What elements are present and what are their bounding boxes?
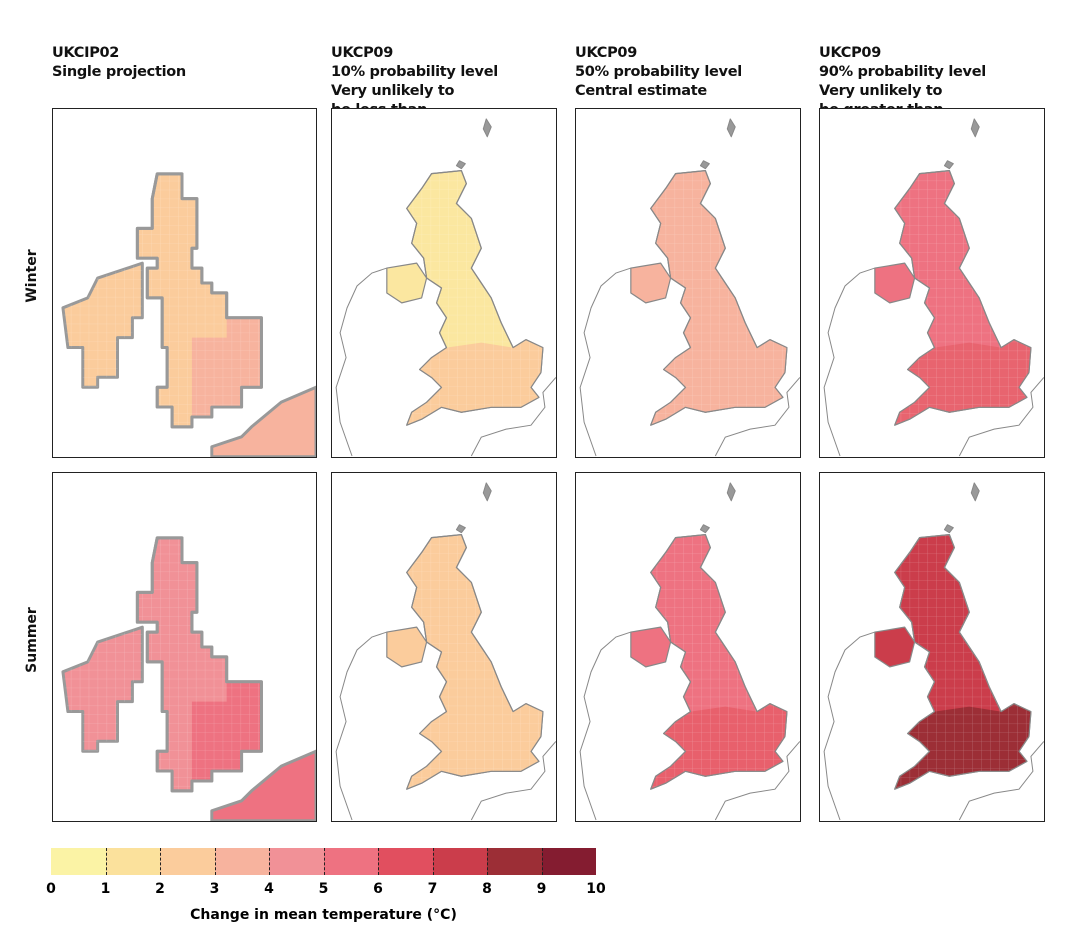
ireland-coastline xyxy=(823,267,875,457)
legend-tick xyxy=(214,848,216,875)
grid-overlay xyxy=(406,534,544,790)
legend-tick-label: 4 xyxy=(264,881,274,897)
map-panel-summer-1 xyxy=(331,472,557,822)
header-line: Very unlikely to xyxy=(331,83,455,99)
legend-tick-label: 5 xyxy=(318,881,329,897)
legend-tick-label: 1 xyxy=(100,881,111,897)
legend-tick xyxy=(323,848,325,875)
grid-overlay xyxy=(62,263,143,388)
legend-tick xyxy=(378,848,379,875)
color-legend xyxy=(51,848,596,875)
legend-swatch xyxy=(378,848,433,875)
northern-ireland xyxy=(386,626,428,668)
header-line: 10% probability level xyxy=(331,64,498,80)
legend-swatch xyxy=(432,848,487,875)
legend-tick-label: 2 xyxy=(155,881,165,897)
legend-swatch xyxy=(51,848,106,875)
france-blocky xyxy=(210,749,316,821)
ireland-coastline xyxy=(335,631,387,821)
map-panel-summer-0 xyxy=(52,472,317,822)
legend-swatch xyxy=(541,848,596,875)
legend-swatch xyxy=(323,848,378,875)
legend-tick-label: 9 xyxy=(536,881,547,897)
legend-swatch xyxy=(487,848,542,875)
legend-tick-label: 0 xyxy=(46,881,56,897)
legend-tick xyxy=(160,848,161,875)
shetland xyxy=(970,482,980,502)
france-coastline xyxy=(714,741,800,821)
column-header-0: UKCIP02 Single projection xyxy=(52,44,186,82)
map-panel-winter-1 xyxy=(331,108,557,458)
legend-tick xyxy=(432,848,434,875)
column-header-2: UKCP09 50% probability level Central estim… xyxy=(575,44,742,101)
header-line: 50% probability level xyxy=(575,64,742,80)
france-coastline xyxy=(470,377,556,457)
header-line: 90% probability level xyxy=(819,64,986,80)
header-line: UKCIP02 xyxy=(52,45,120,61)
shetland xyxy=(726,482,736,502)
france-coastline xyxy=(958,377,1044,457)
orkney xyxy=(943,524,954,534)
grid-overlay xyxy=(62,627,143,752)
ireland-coastline xyxy=(579,267,631,457)
legend-swatch xyxy=(160,848,215,875)
row-label-summer: Summer xyxy=(24,607,40,673)
legend-swatch xyxy=(105,848,160,875)
legend-tick xyxy=(487,848,488,875)
orkney xyxy=(943,160,954,170)
northern-ireland xyxy=(386,262,428,304)
orkney xyxy=(455,160,466,170)
france-coastline xyxy=(470,741,556,821)
header-line: Very unlikely to xyxy=(819,83,943,99)
legend-tick-label: 6 xyxy=(373,881,383,897)
france-coastline xyxy=(714,377,800,457)
legend-tick-label: 8 xyxy=(482,881,492,897)
northern-ireland xyxy=(874,262,916,304)
northern-ireland xyxy=(874,626,916,668)
legend-swatch xyxy=(269,848,324,875)
legend-tick-label: 3 xyxy=(209,881,220,897)
header-line: UKCP09 xyxy=(819,45,882,61)
map-panel-summer-3 xyxy=(819,472,1045,822)
map-panel-winter-3 xyxy=(819,108,1045,458)
header-line: Single projection xyxy=(52,64,186,80)
map-panel-winter-2 xyxy=(575,108,801,458)
grid-overlay xyxy=(406,170,544,426)
orkney xyxy=(699,524,710,534)
row-label-winter: Winter xyxy=(24,249,40,303)
shetland xyxy=(482,482,492,502)
legend-tick xyxy=(105,848,107,875)
legend-tick-label: 10 xyxy=(586,881,606,897)
grid-overlay xyxy=(650,534,788,790)
shetland xyxy=(970,118,980,138)
france-blocky xyxy=(210,385,316,457)
ireland-coastline xyxy=(823,631,875,821)
legend-swatch xyxy=(214,848,269,875)
grid-overlay xyxy=(135,172,263,429)
header-line: UKCP09 xyxy=(575,45,638,61)
legend-tick-label: 7 xyxy=(427,881,438,897)
orkney xyxy=(455,524,466,534)
map-panel-summer-2 xyxy=(575,472,801,822)
legend-tick xyxy=(269,848,270,875)
northern-ireland xyxy=(630,626,672,668)
header-line: UKCP09 xyxy=(331,45,394,61)
map-panel-winter-0 xyxy=(52,108,317,458)
header-line: Central estimate xyxy=(575,83,707,99)
northern-ireland xyxy=(630,262,672,304)
grid-overlay xyxy=(135,536,263,793)
grid-overlay xyxy=(894,170,1032,426)
legend-tick xyxy=(541,848,543,875)
shetland xyxy=(482,118,492,138)
france-coastline xyxy=(958,741,1044,821)
grid-overlay xyxy=(650,170,788,426)
ireland-coastline xyxy=(335,267,387,457)
grid-overlay xyxy=(894,534,1032,790)
ireland-coastline xyxy=(579,631,631,821)
orkney xyxy=(699,160,710,170)
legend-title: Change in mean temperature (°C) xyxy=(190,907,457,923)
shetland xyxy=(726,118,736,138)
